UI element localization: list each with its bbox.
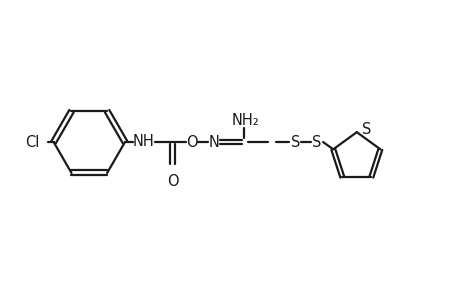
Text: S: S — [312, 135, 321, 150]
Text: S: S — [290, 135, 299, 150]
Text: O: O — [166, 174, 178, 189]
Text: N: N — [208, 135, 219, 150]
Text: O: O — [186, 135, 198, 150]
Text: NH₂: NH₂ — [231, 113, 259, 128]
Text: NH: NH — [133, 134, 154, 148]
Text: S: S — [361, 122, 370, 137]
Text: Cl: Cl — [25, 135, 39, 150]
